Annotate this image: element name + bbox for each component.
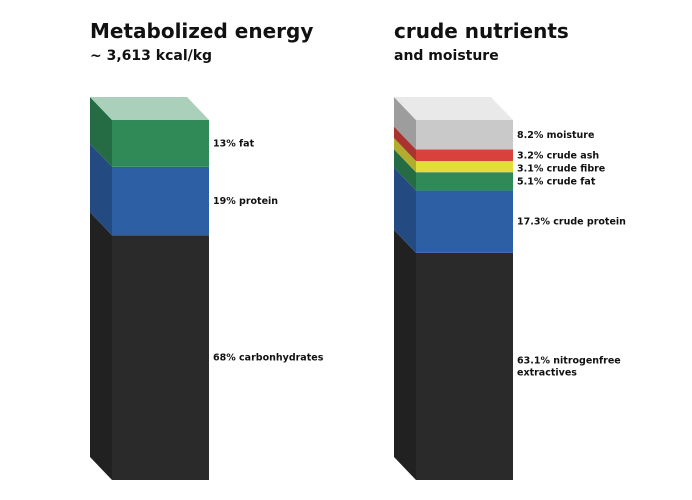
crude-nutrients-column: 63.1% nitrogenfree extractives 17.3% crude… [394,97,626,480]
segment-label-crude-fat: 5.1% crude fat [517,176,596,187]
segment-bar-crude-ash [416,149,513,162]
segment-label-line: 13% fat [213,138,255,149]
segment-bar-nitrogenfree-extractives [416,252,513,480]
segment-label-line: 3.1% crude fibre [517,163,605,174]
segment-label-line: 8.2% moisture [517,130,594,141]
segment-bar-fat [112,120,209,167]
column-top-face [394,97,513,120]
segment-top-sheen [394,97,513,120]
segment-bar-protein [112,166,209,236]
segment-side-crude-fat [394,149,416,191]
column-top-face [90,97,209,120]
metabolized-energy-column: 68% carbonhydrates 19% protein 13% fat [90,97,324,480]
segment-side-nitrogenfree-extractives [394,229,416,480]
segment-label-crude-ash: 3.2% crude ash [517,150,599,161]
segment-side-crude-ash [394,126,416,162]
segment-label-moisture: 8.2% moisture [517,130,594,141]
segment-side-crude-protein [394,167,416,253]
segment-bar-crude-fibre [416,161,513,173]
segment-bar-moisture [416,120,513,150]
segment-label-crude-protein: 17.3% crude protein [517,217,626,228]
segment-label-line: 68% carbonhydrates [213,353,324,364]
segment-label-crude-fibre: 3.1% crude fibre [517,163,605,174]
segment-side-protein [90,143,112,236]
segment-label-line: 17.3% crude protein [517,217,626,228]
right-chart-subtitle: and moisture [394,48,499,64]
segment-side-moisture [394,97,416,150]
segment-bar-carbonhydrates [112,235,209,480]
segment-label-line: 19% protein [213,196,278,207]
right-chart-title: crude nutrients [394,19,569,43]
segment-fat: 13% fat [90,97,255,167]
segment-label-line: extractives [517,367,577,378]
segment-moisture: 8.2% moisture [394,97,594,150]
segment-label-nitrogenfree-extractives: 63.1% nitrogenfree extractives [517,355,621,378]
segment-label-line: 63.1% nitrogenfree [517,355,621,366]
segment-top-sheen [90,97,209,120]
segment-carbonhydrates: 68% carbonhydrates [90,212,324,480]
segment-label-fat: 13% fat [213,138,255,149]
segment-side-crude-fibre [394,138,416,173]
left-chart-subtitle: ~ 3,613 kcal/kg [90,48,213,64]
segment-side-fat [90,97,112,167]
segment-nitrogenfree-extractives: 63.1% nitrogenfree extractives [394,229,621,480]
segment-side-carbonhydrates [90,212,112,480]
segment-label-protein: 19% protein [213,196,278,207]
left-chart-title: Metabolized energy [90,19,314,43]
segment-label-line: 3.2% crude ash [517,150,599,161]
segment-label-line: 5.1% crude fat [517,176,596,187]
segment-bar-crude-protein [416,190,513,253]
segment-label-carbonhydrates: 68% carbonhydrates [213,353,324,364]
segment-bar-crude-fat [416,172,513,191]
